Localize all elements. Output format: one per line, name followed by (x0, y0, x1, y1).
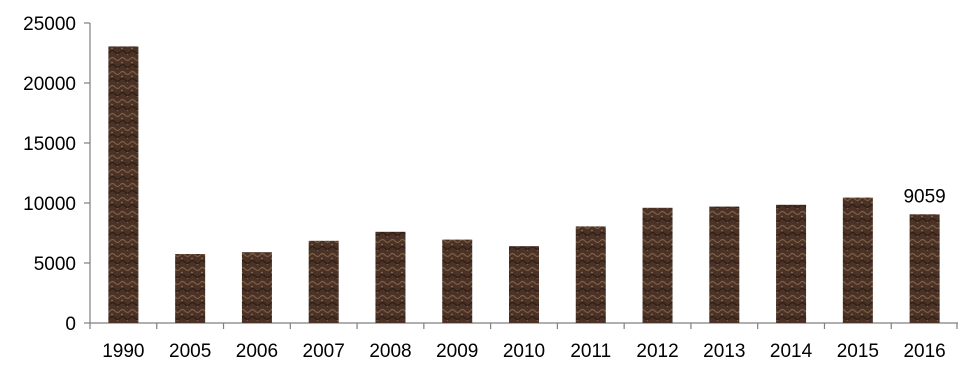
x-tick-label: 2008 (369, 341, 411, 362)
y-tick-label: 10000 (23, 194, 76, 215)
bars (108, 46, 940, 324)
bar-2015 (842, 197, 873, 323)
x-tick-label: 2015 (837, 341, 879, 362)
x-tick-label: 2013 (703, 341, 745, 362)
x-tick-label: 2007 (303, 341, 345, 362)
y-tick-label: 25000 (23, 14, 76, 35)
y-tick-label: 0 (65, 314, 76, 335)
y-tick-label: 15000 (23, 134, 76, 155)
x-tick-label: 2011 (570, 341, 611, 362)
y-tick-label: 5000 (34, 254, 76, 275)
x-tick-label: 2014 (770, 341, 813, 362)
bar-2005 (175, 254, 206, 323)
bar-2011 (575, 226, 606, 323)
bar-2009 (442, 239, 473, 323)
bar-2012 (642, 207, 673, 323)
y-axis: 0 5000 10000 15000 20000 25000 (23, 14, 91, 335)
data-label-2016: 9059 (903, 186, 945, 207)
bar-2006 (241, 252, 272, 323)
bar-2014 (776, 204, 807, 323)
bar-1990 (108, 46, 139, 324)
x-tick-label: 1990 (102, 341, 144, 362)
bar-2013 (709, 206, 740, 323)
data-labels: 9059 (903, 186, 945, 207)
x-axis: 1990 2005 2006 2007 2008 2009 2010 2011 2012 2013… (89, 322, 958, 362)
y-tick-label: 20000 (23, 74, 76, 95)
x-tick-label: 2009 (436, 341, 478, 362)
x-tick-label: 2005 (169, 341, 211, 362)
x-tick-label: 2006 (236, 341, 278, 362)
x-tick-label: 2010 (503, 341, 545, 362)
x-tick-label: 2012 (636, 341, 678, 362)
bar-2007 (308, 240, 339, 323)
x-tick-label: 2016 (903, 341, 945, 362)
bar-2008 (375, 231, 406, 323)
bar-2010 (509, 246, 539, 323)
bar-2016 (909, 214, 940, 323)
